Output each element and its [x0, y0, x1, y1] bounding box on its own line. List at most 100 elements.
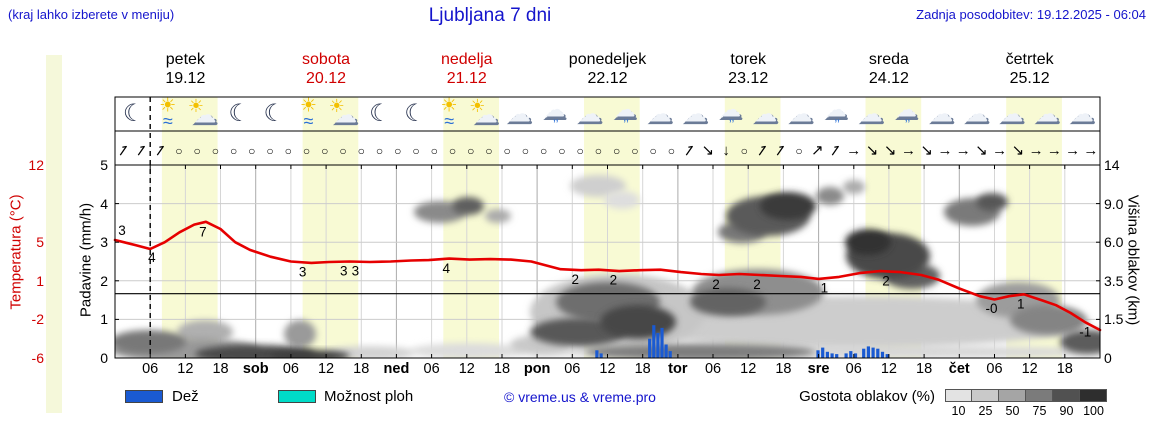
temperature-axis-label: Temperatura (°C)	[7, 194, 25, 310]
credit-link[interactable]: © vreme.us & vreme.pro	[504, 389, 656, 405]
day-date: 19.12	[165, 70, 206, 87]
cloud-drizzle-icon: ☁ ☁’’	[893, 96, 920, 132]
wind-circle-icon: ○	[430, 144, 438, 158]
cloud-density-scale-value: 75	[1032, 404, 1047, 418]
wind-circle-icon: ○	[302, 144, 311, 158]
cloud-density-swatch-10	[945, 389, 972, 402]
wind-circle-icon: ○	[266, 144, 274, 158]
temp-value-label: 2	[712, 277, 720, 292]
day-header-četrtek: četrtek 25.12	[960, 50, 1100, 88]
day-abbrev-label: sob	[242, 361, 269, 377]
wind-circle-icon: ○	[339, 144, 347, 158]
hour-tick-label: 06	[986, 361, 1003, 377]
cloud-density-swatch-50	[999, 389, 1026, 402]
day-name: torek	[730, 51, 766, 68]
hour-tick-label: 12	[317, 361, 335, 377]
temp-tick: 12	[28, 157, 44, 173]
precip-tick: 5	[100, 157, 108, 173]
day-date: 23.12	[728, 70, 769, 87]
hour-tick-label: 18	[634, 361, 651, 377]
day-date: 25.12	[1009, 70, 1050, 87]
wind-arrow-e-icon: →	[1028, 142, 1044, 159]
wind-circle-icon: ○	[357, 144, 365, 158]
hour-tick-label: 06	[845, 361, 862, 377]
wind-circle-icon: ○	[467, 144, 475, 158]
last-update-timestamp: Zadnja posodobitev: 19.12.2025 - 06:04	[916, 7, 1146, 22]
wind-circle-icon: ○	[321, 144, 329, 158]
cloud-drizzle-icon: ☁ ☁’’	[612, 96, 639, 132]
wind-circle-icon: ○	[740, 144, 748, 158]
day-header-sobota: sobota 20.12	[256, 50, 396, 88]
cloud-icon: ☁ ☁	[751, 99, 780, 130]
wind-circle-icon: ○	[612, 144, 621, 158]
location-hint: (kraj lahko izberete v meniju)	[8, 7, 175, 22]
wind-arrow-e-icon: →	[937, 142, 953, 159]
left-accent-strip	[46, 55, 62, 413]
precip-tick: 1	[100, 311, 108, 328]
cloud-icon: ☁ ☁	[505, 99, 534, 130]
daylight-band	[443, 97, 499, 358]
sun-fog-icon: ☀ ≈	[299, 95, 317, 131]
cloud-icon: ☁ ☁	[927, 99, 956, 130]
rain-legend-label: Dež	[172, 388, 199, 405]
temp-value-label: 2	[572, 272, 580, 287]
hour-tick-label: 12	[177, 361, 194, 377]
day-date: 24.12	[868, 70, 909, 87]
showers-legend-swatch	[278, 390, 316, 403]
day-header-torek: torek 23.12	[678, 50, 818, 88]
precip-tick: 3	[100, 234, 108, 251]
wind-circle-icon: ○	[540, 144, 548, 158]
cloud-icon: ☁ ☁	[857, 99, 886, 130]
moon-icon: ☾	[228, 100, 250, 127]
day-abbrev-label: tor	[668, 361, 688, 377]
cloud-height-tick: 14	[1104, 157, 1120, 173]
cloud-height-tick: 0	[1104, 350, 1112, 366]
temp-tick: 1	[36, 272, 44, 289]
wind-circle-icon: ○	[175, 144, 183, 158]
temp-tick: -6	[31, 350, 44, 366]
cloud-density-scale-value: 90	[1059, 404, 1074, 418]
day-abbrev-label: sre	[807, 361, 830, 377]
wind-circle-icon: ○	[193, 144, 201, 158]
temp-value-label: -0	[985, 301, 997, 316]
moon-icon: ☾	[263, 100, 286, 127]
wind-arrow-se-icon: ↘	[701, 142, 715, 159]
sun-cloud-icon: ☀ ☁ ☁	[187, 96, 219, 131]
cloud-density-swatch-90	[1053, 389, 1080, 402]
day-date: 21.12	[446, 70, 487, 87]
day-name: petek	[165, 51, 205, 68]
hour-tick-label: 12	[1021, 361, 1038, 377]
cloud-density-swatch-100	[1080, 389, 1107, 402]
cloud-icon: ☁ ☁	[681, 99, 710, 130]
day-date: 22.12	[587, 70, 628, 87]
hour-tick-label: 12	[880, 361, 897, 377]
day-header-nedelja: nedelja 21.12	[397, 50, 537, 88]
wind-circle-icon: ○	[485, 144, 493, 158]
temp-value-label: 2	[882, 273, 890, 288]
temp-value-label: 3	[340, 264, 348, 279]
moon-icon: ☾	[122, 100, 145, 127]
temp-value-label: 2	[610, 273, 618, 288]
wind-arrow-se-icon: ↘	[975, 142, 988, 159]
wind-arrow-ne-icon: ↗	[810, 142, 824, 159]
temp-value-label: 3	[118, 223, 126, 238]
temp-tick: 5	[36, 234, 44, 251]
temp-value-label: -1	[1079, 324, 1091, 339]
cloud-height-tick: 6.0	[1104, 234, 1124, 251]
wind-circle-icon: ○	[521, 144, 530, 158]
hour-tick-label: 06	[564, 361, 581, 377]
cloud-height-axis-label: Višina oblakov (km)	[1124, 194, 1142, 326]
wind-circle-icon: ○	[649, 144, 657, 158]
day-header-petek: petek 19.12	[115, 50, 255, 88]
wind-arrow-e-icon: →	[955, 142, 971, 159]
wind-arrow-s-icon: ↓	[722, 142, 730, 159]
rain-legend-swatch	[125, 390, 163, 403]
chart-frame	[114, 96, 1101, 359]
moon-icon: ☾	[404, 100, 426, 127]
hour-tick-label: 18	[775, 361, 792, 377]
wind-arrow-se-icon: ↘	[865, 142, 879, 159]
hour-tick-label: 18	[1056, 361, 1073, 377]
rain-bars	[595, 325, 889, 358]
day-header-ponedeljek: ponedeljek 22.12	[538, 50, 678, 88]
